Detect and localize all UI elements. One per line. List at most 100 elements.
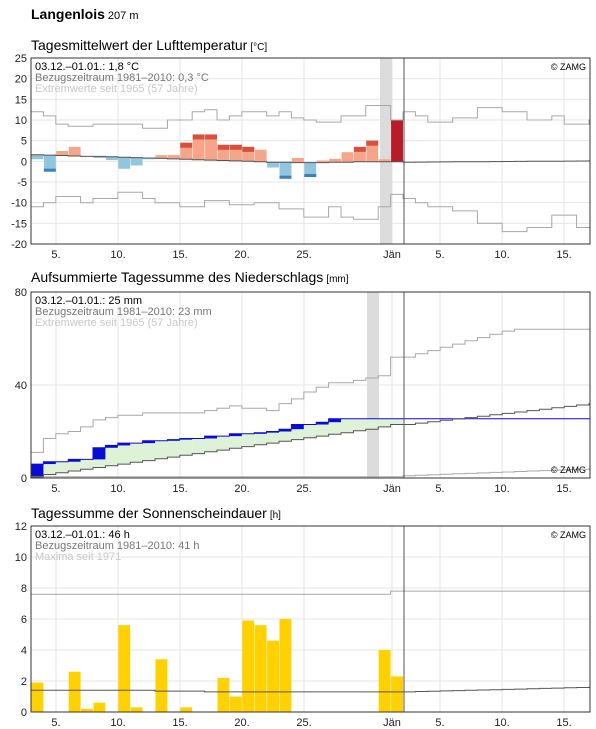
temperature-x-tick-label: 5.	[51, 249, 60, 261]
sunshine-bar	[267, 640, 279, 712]
sunshine-x-tick-label: 25.	[296, 717, 311, 729]
precipitation-cumulative-line	[31, 418, 590, 465]
temperature-bar	[93, 156, 106, 159]
precipitation-info-extremes: Extremwerte seit 1965 (57 Jahre)	[35, 317, 198, 329]
sunshine-bar	[180, 707, 193, 712]
precipitation-surplus-area	[43, 461, 56, 475]
temperature-bar	[31, 154, 44, 160]
temperature-x-tick-label: 25.	[296, 249, 311, 261]
precipitation-x-tick-label: 15.	[556, 483, 571, 495]
precipitation-surplus-area	[167, 439, 180, 458]
precipitation-info-reference: Bezugszeitraum 1981–2010: 23 mm	[35, 306, 212, 318]
temperature-y-tick-label: 10	[15, 115, 27, 127]
temperature-bar	[167, 155, 180, 159]
temperature-y-tick-label: -20	[11, 239, 27, 251]
precipitation-surplus-area	[254, 432, 267, 445]
precipitation-x-tick-label: 25.	[296, 483, 311, 495]
temperature-bar	[304, 162, 317, 178]
precipitation-surplus-area	[68, 459, 81, 472]
precipitation-increment-bar	[279, 429, 292, 432]
precipitation-surplus-area	[365, 418, 379, 430]
precipitation-x-tick-label: Jän	[383, 483, 401, 495]
precipitation-reference-line	[31, 403, 590, 477]
precipitation-increment-bar	[118, 443, 131, 446]
precipitation-surplus-area	[390, 418, 403, 425]
sunshine-x-tick-label: 5.	[435, 717, 444, 729]
sunshine-y-tick-label: 6	[21, 614, 27, 626]
precipitation-highlight-band	[367, 292, 379, 478]
sunshine-bar	[118, 625, 131, 712]
sunshine-y-tick-label: 4	[21, 645, 27, 657]
precipitation-surplus-area	[80, 459, 93, 470]
temperature-x-tick-label: Jän	[383, 249, 401, 261]
sunshine-info-extremes: Maxima seit 1971	[35, 551, 121, 563]
temperature-bar-cap	[217, 144, 230, 150]
temperature-highlight-band	[380, 58, 392, 244]
precipitation-x-tick-label: 10.	[494, 483, 509, 495]
temperature-bar	[192, 134, 205, 160]
precipitation-unit: [mm]	[326, 274, 349, 285]
sunshine-bar	[130, 707, 143, 712]
precipitation-increment-bar	[105, 445, 118, 448]
precipitation-increment-bar	[205, 436, 217, 439]
temperature-bar	[267, 162, 279, 168]
sunshine-bar	[378, 650, 391, 712]
precipitation-x-tick-label: 10.	[110, 483, 125, 495]
precipitation-surplus-area	[179, 438, 193, 456]
precipitation-increment-bar	[316, 422, 329, 425]
precipitation-increment-bar	[291, 424, 304, 430]
temperature-y-tick-label: -15	[11, 218, 27, 230]
sunshine-title: Tagessumme der Sonnenscheindauer [h]	[31, 505, 281, 521]
precipitation-y-tick-label: 0	[21, 473, 27, 485]
sunshine-bar	[155, 659, 168, 712]
temperature-max-line	[31, 105, 590, 129]
precipitation-increment-bar	[329, 418, 341, 423]
precipitation-surplus-area	[192, 438, 205, 454]
temperature-bar	[68, 146, 81, 156]
temperature-bar	[329, 158, 341, 163]
precipitation-surplus-area	[303, 424, 317, 438]
temperature-bar	[366, 140, 379, 162]
sunshine-bar	[229, 696, 242, 712]
temperature-info-reference: Bezugszeitraum 1981–2010: 0,3 °C	[35, 72, 209, 84]
sunshine-bar	[81, 708, 93, 712]
precipitation-y-tick-label: 80	[15, 287, 27, 299]
sunshine-y-tick-label: 10	[15, 552, 27, 564]
sunshine-y-tick-label: 8	[21, 583, 27, 595]
sunshine-x-tick-label: 5.	[51, 717, 60, 729]
temperature-y-tick-label: 5	[21, 136, 27, 148]
precipitation-min-line	[31, 468, 590, 478]
temperature-bar	[205, 134, 217, 161]
sunshine-bar	[217, 677, 230, 712]
precipitation-increment-bar	[180, 438, 193, 440]
temperature-frame	[30, 57, 591, 245]
temperature-bar	[143, 158, 155, 160]
sunshine-x-tick-label: Jän	[383, 717, 401, 729]
precipitation-surplus-area	[353, 418, 366, 431]
temperature-zamg-logo: © ZAMG	[551, 62, 586, 72]
sunshine-frame	[30, 525, 591, 713]
temperature-bar	[130, 157, 143, 166]
temperature-x-tick-label: 5.	[435, 249, 444, 261]
station-header: Langenlois 207 m	[31, 6, 138, 22]
precipitation-increment-bar	[31, 464, 44, 478]
precipitation-increment-bar	[143, 440, 155, 444]
sunshine-bar	[93, 702, 106, 712]
temperature-bar-cap	[391, 120, 403, 125]
sunshine-x-tick-label: 15.	[556, 717, 571, 729]
temperature-bar-cap	[279, 175, 292, 179]
temperature-x-tick-label: 15.	[172, 249, 187, 261]
temperature-bar-cap	[366, 140, 379, 146]
precipitation-increment-bar	[167, 439, 180, 441]
temperature-y-tick-label: 15	[15, 94, 27, 106]
temperature-bar	[105, 156, 118, 161]
precipitation-increment-bar	[68, 459, 81, 462]
precipitation-surplus-area	[55, 461, 69, 473]
temperature-bar-cap	[304, 174, 317, 178]
sunshine-info-reference: Bezugszeitraum 1981–2010: 41 h	[35, 540, 200, 552]
temperature-title-text: Tagesmittelwert der Lufttemperatur	[31, 37, 248, 53]
precipitation-chart: 0 40 80 5. 10. 15. 20. 25. Jän 5. 10. 15. 03.12.–01.…	[15, 287, 591, 495]
temperature-bar	[118, 157, 131, 169]
temperature-bar-cap	[205, 134, 217, 140]
temperature-bar	[155, 155, 168, 159]
